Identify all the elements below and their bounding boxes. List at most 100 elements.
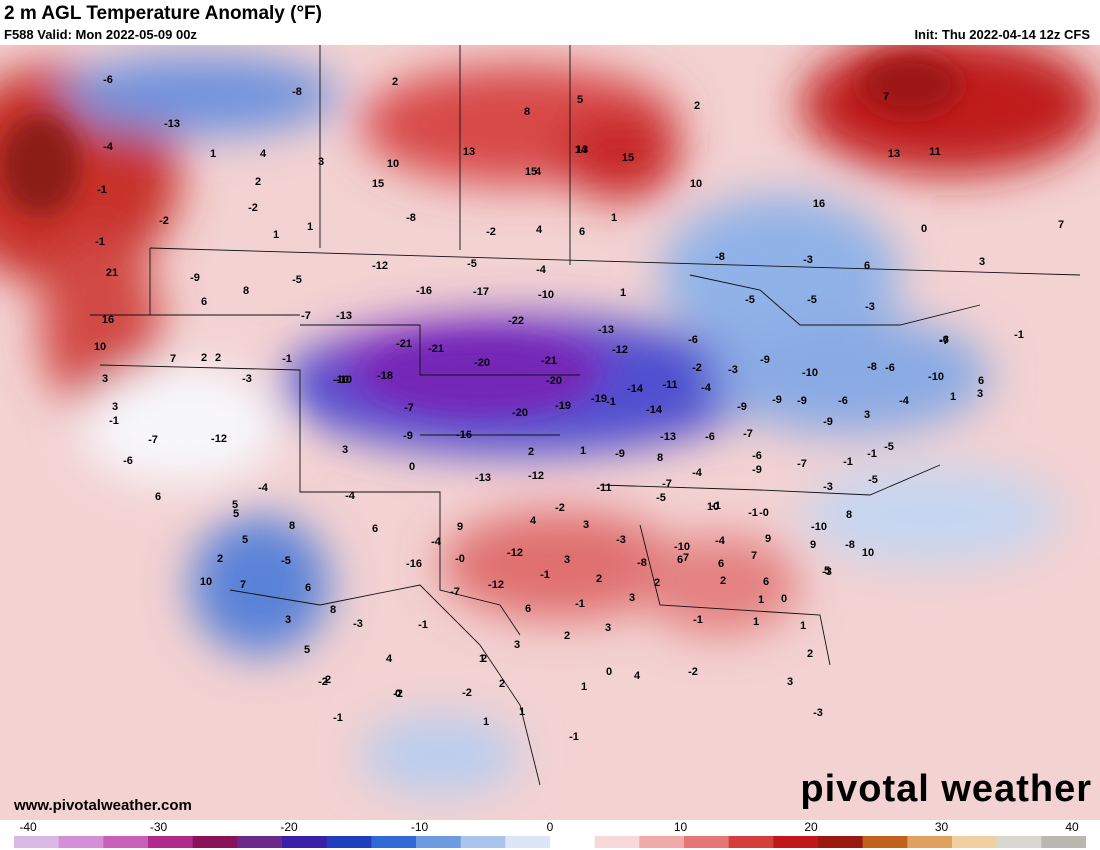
anomaly-value-label: -3	[865, 301, 875, 313]
map-title: 2 m AGL Temperature Anomaly (°F)	[4, 3, 322, 24]
anomaly-value-label: -19	[555, 400, 571, 412]
anomaly-value-label: 11	[929, 146, 941, 158]
anomaly-value-label: -8	[292, 86, 302, 98]
colorbar-swatch	[505, 836, 551, 848]
anomaly-value-label: 13	[888, 148, 900, 160]
anomaly-value-label: -1	[333, 712, 343, 724]
anomaly-value-label: -8	[406, 212, 416, 224]
anomaly-value-label: 15	[525, 166, 537, 178]
anomaly-value-label: 2	[694, 100, 700, 112]
anomaly-value-label: 10	[862, 547, 874, 559]
anomaly-value-label: 3	[629, 592, 635, 604]
anomaly-value-label: -21	[541, 355, 557, 367]
colorbar-swatch	[14, 836, 60, 848]
anomaly-value-label: 16	[102, 314, 114, 326]
colorbar-swatch	[728, 836, 774, 848]
anomaly-value-label: -5	[467, 258, 477, 270]
anomaly-value-label: -13	[164, 118, 180, 130]
colorbar-swatch	[684, 836, 730, 848]
colorbar-tick-label: -30	[149, 820, 168, 834]
colorbar-swatch	[237, 836, 283, 848]
anomaly-value-label: -7	[301, 310, 311, 322]
anomaly-value-label: -1	[109, 415, 119, 427]
colorbar-tick-label: 40	[1065, 820, 1079, 834]
anomaly-value-label: -12	[528, 470, 544, 482]
anomaly-value-label: -3	[242, 373, 252, 385]
anomaly-value-label: 6	[864, 260, 870, 272]
colorbar-swatch	[773, 836, 819, 848]
anomaly-value-label: 4	[634, 670, 641, 682]
anomaly-value-label: -7	[662, 478, 672, 490]
anomaly-value-label: 8	[657, 452, 663, 464]
anomaly-value-label: 1	[581, 681, 587, 693]
anomaly-value-label: -21	[428, 343, 444, 355]
anomaly-value-label: 21	[106, 267, 118, 279]
colorbar-tick-label: -10	[410, 820, 429, 834]
anomaly-value-label: -18	[377, 370, 393, 382]
anomaly-value-label: -2	[462, 687, 472, 699]
anomaly-value-label: 14	[575, 144, 588, 156]
colorbar-swatch	[416, 836, 462, 848]
anomaly-value-label: 5	[242, 534, 248, 546]
anomaly-value-label: -7	[797, 458, 807, 470]
colorbar-swatch	[326, 836, 372, 848]
anomaly-value-label: -21	[396, 338, 412, 350]
anomaly-value-label: -4	[701, 382, 712, 394]
anomaly-value-label: -7	[148, 434, 158, 446]
anomaly-value-label: 7	[240, 579, 246, 591]
anomaly-value-label: 1	[611, 212, 617, 224]
anomaly-value-label: 13	[576, 144, 588, 156]
anomaly-value-label: -1	[748, 507, 758, 519]
website-link[interactable]: www.pivotalweather.com	[14, 797, 192, 814]
colorbar-swatch	[594, 836, 640, 848]
anomaly-value-label: -1	[540, 569, 550, 581]
anomaly-value-label: -17	[473, 286, 489, 298]
anomaly-value-label: 10	[387, 158, 399, 170]
anomaly-value-label: 2	[325, 674, 331, 686]
anomaly-value-label: -9	[760, 354, 770, 366]
anomaly-value-label: -13	[475, 472, 491, 484]
anomaly-value-label: 0	[606, 666, 612, 678]
anomaly-value-label: -5	[745, 294, 755, 306]
anomaly-value-label: -1	[711, 500, 721, 512]
anomaly-value-label: -4	[692, 467, 703, 479]
anomaly-value-label: -9	[615, 448, 625, 460]
anomaly-value-label: -3	[803, 254, 813, 266]
anomaly-value-label: 1	[800, 620, 806, 632]
anomaly-value-label: -4	[899, 395, 910, 407]
anomaly-value-label: -2	[486, 226, 496, 238]
anomaly-value-label: -1	[575, 598, 585, 610]
anomaly-value-label: 1	[519, 706, 525, 718]
anomaly-value-label: -9	[737, 401, 747, 413]
anomaly-value-label: 4	[530, 515, 537, 527]
anomaly-value-label: 3	[787, 676, 793, 688]
anomaly-value-label: 3	[583, 519, 589, 531]
anomaly-value-label: -16	[406, 558, 422, 570]
anomaly-value-label: -9	[797, 395, 807, 407]
colorbar-tick-label: 10	[673, 820, 688, 834]
anomaly-value-label: 1	[210, 148, 216, 160]
anomaly-value-label: 10	[690, 178, 702, 190]
anomaly-value-label: -3	[823, 481, 833, 493]
anomaly-value-label: -8	[637, 557, 647, 569]
anomaly-value-label: 6	[978, 375, 984, 387]
anomaly-value-label: 2	[392, 76, 398, 88]
anomaly-value-label: 2	[720, 575, 726, 587]
anomaly-value-label: 3	[285, 614, 291, 626]
colorbar-swatch	[103, 836, 149, 848]
anomaly-value-label: -3	[616, 534, 626, 546]
anomaly-value-label: 4	[386, 653, 393, 665]
anomaly-value-label: 8	[846, 509, 852, 521]
anomaly-value-label: 0	[921, 223, 927, 235]
anomaly-value-label: 9	[457, 521, 463, 533]
anomaly-value-label: -12	[612, 344, 628, 356]
anomaly-value-label: -2	[688, 666, 698, 678]
anomaly-value-label: 5	[232, 499, 238, 511]
anomaly-value-label: -1	[693, 614, 703, 626]
anomaly-value-label: -6	[103, 74, 113, 86]
boundaries	[90, 45, 1081, 786]
anomaly-value-label: 2	[481, 653, 487, 665]
anomaly-value-label: -7	[939, 335, 949, 347]
anomaly-value-label: 6	[579, 226, 585, 238]
